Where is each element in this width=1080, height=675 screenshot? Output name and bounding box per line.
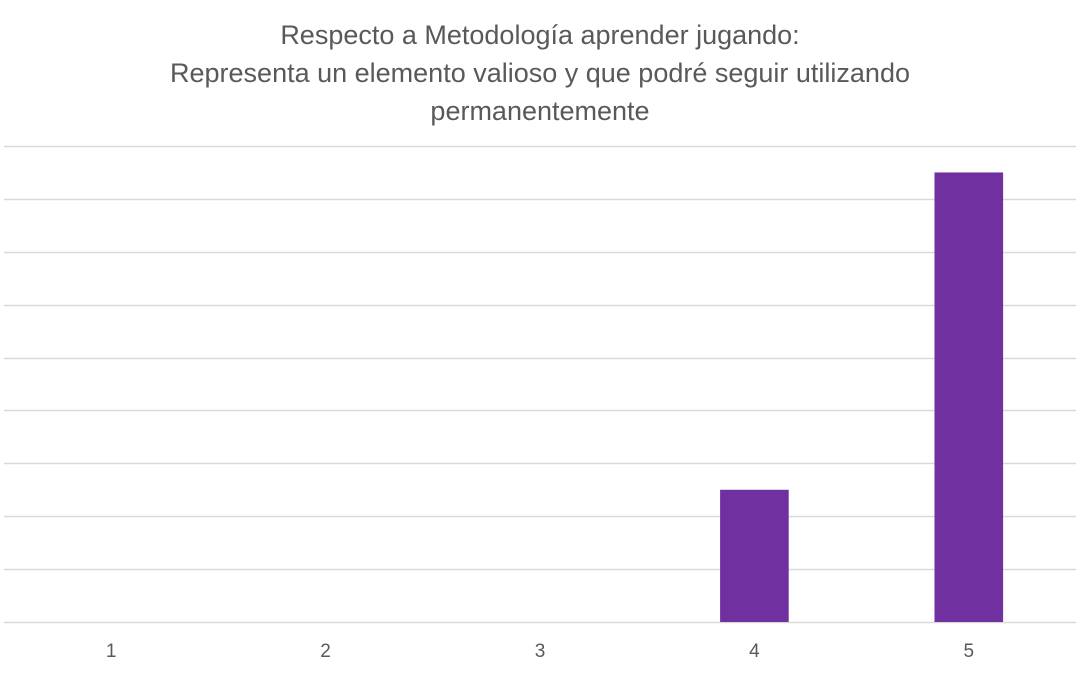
x-axis-tick-labels: 1 2 3 4 5	[106, 641, 974, 662]
chart-title-line-3: permanentemente	[430, 96, 650, 126]
bars	[720, 172, 1004, 622]
x-tick-label-4: 4	[749, 641, 760, 662]
x-tick-label-1: 1	[106, 641, 117, 662]
x-tick-label-3: 3	[535, 641, 546, 662]
gridlines	[4, 145, 1076, 624]
bar-4	[720, 489, 789, 622]
x-tick-label-2: 2	[320, 641, 331, 662]
chart-title: Respecto a Metodología aprender jugando:…	[0, 16, 1080, 130]
chart-title-line-1: Respecto a Metodología aprender jugando:	[280, 20, 800, 50]
bar-5	[934, 172, 1004, 622]
chart-title-line-2: Representa un elemento valioso y que pod…	[170, 58, 910, 88]
x-tick-label-5: 5	[964, 641, 975, 662]
